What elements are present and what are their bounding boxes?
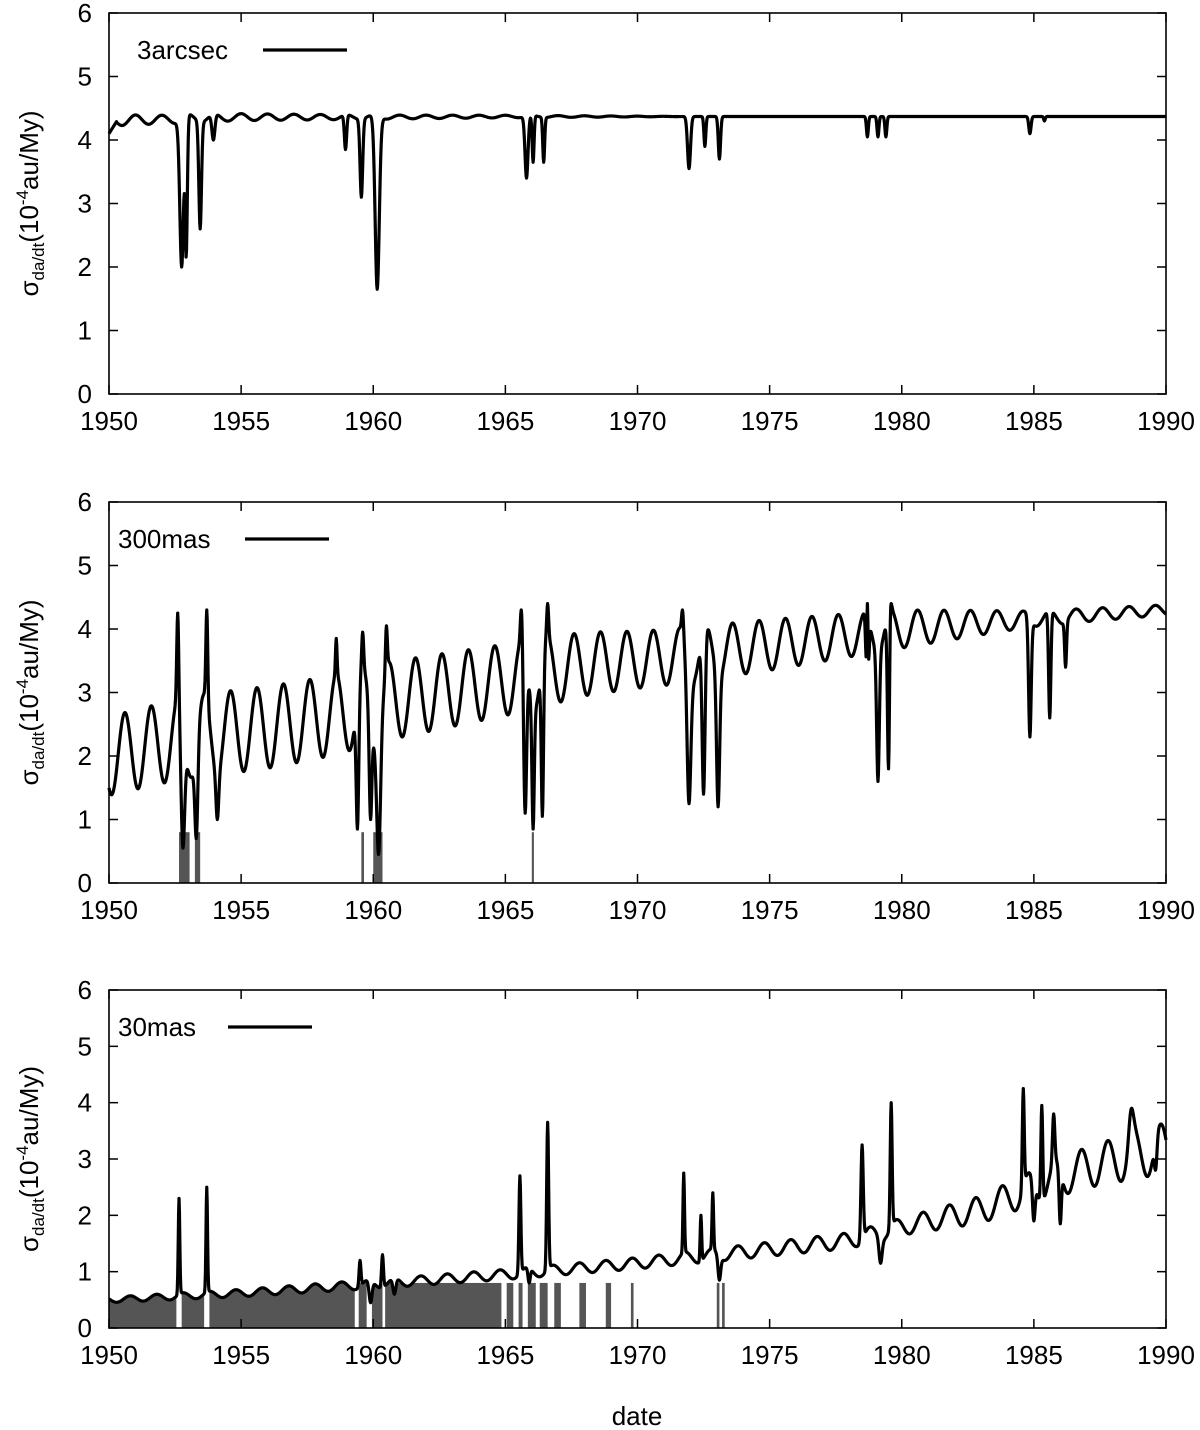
shaded-bar xyxy=(527,1282,536,1328)
y-tick-label: 4 xyxy=(78,1088,92,1118)
y-tick-label: 3 xyxy=(78,678,92,708)
y-axis-label-sup: -4 xyxy=(13,190,32,205)
plot-frame xyxy=(108,12,1167,395)
legend-label: 3arcsec xyxy=(137,35,228,65)
shaded-bar xyxy=(579,1282,586,1328)
x-tick-label: 1950 xyxy=(80,1340,138,1370)
y-axis-label: σda/dt(10-4au/My) xyxy=(13,599,48,785)
shaded-bar xyxy=(539,1282,548,1328)
x-tick-label: 1950 xyxy=(80,406,138,436)
legend-label: 30mas xyxy=(118,1012,196,1042)
x-tick-label: 1980 xyxy=(873,406,931,436)
series-line xyxy=(107,602,1168,857)
shaded-bar xyxy=(361,832,365,883)
x-tick-label: 1970 xyxy=(609,895,667,925)
y-tick-label: 3 xyxy=(78,1144,92,1174)
x-tick-label: 1980 xyxy=(873,1340,931,1370)
y-axis-label-tail: au/My) xyxy=(14,110,44,189)
x-tick-label: 1955 xyxy=(212,406,270,436)
x-tick-label: 1965 xyxy=(476,895,534,925)
shaded-bar xyxy=(385,1282,502,1328)
x-tick-label: 1960 xyxy=(344,895,402,925)
y-axis-label-sup: -4 xyxy=(13,1145,32,1160)
shaded-bar xyxy=(716,1282,720,1328)
y-tick-label: 1 xyxy=(78,1257,92,1287)
y-tick-label: 5 xyxy=(78,62,92,92)
x-tick-label: 1975 xyxy=(741,895,799,925)
y-axis-label-sigma: σ xyxy=(14,280,44,296)
y-tick-label: 1 xyxy=(78,805,92,835)
y-tick-label: 1 xyxy=(78,316,92,346)
x-tick-label: 1965 xyxy=(476,1340,534,1370)
shaded-bar xyxy=(554,1282,561,1328)
panel-30mas: 1950 1955 1960 1965 1970 1975 1980 1985 1990 0 1 2 3… xyxy=(13,975,1195,1370)
panel-3arcsec: 1950 1955 1960 1965 1970 1975 1980 1985 1990 0 1 2 3… xyxy=(13,0,1195,436)
y-tick-label: 5 xyxy=(78,551,92,581)
y-tick-label: 6 xyxy=(78,0,92,28)
shaded-bar xyxy=(605,1282,612,1328)
x-tick-label: 1950 xyxy=(80,895,138,925)
y-axis-label-sigma: σ xyxy=(14,769,44,785)
shaded-bar xyxy=(630,1282,634,1328)
x-tick-label: 1990 xyxy=(1137,406,1195,436)
y-tick-label: 0 xyxy=(78,868,92,898)
y-axis-label-tail: au/My) xyxy=(14,599,44,678)
y-tick-label: 3 xyxy=(78,189,92,219)
y-tick-label: 2 xyxy=(78,1200,92,1230)
shaded-bar xyxy=(194,832,201,883)
y-axis-label: σda/dt(10-4au/My) xyxy=(13,1066,48,1252)
x-tick-label: 1975 xyxy=(741,406,799,436)
shaded-bar xyxy=(358,1282,367,1328)
y-axis-label-sub: da/dt xyxy=(29,242,48,280)
x-tick-label: 1985 xyxy=(1005,1340,1063,1370)
curve-mask xyxy=(109,990,1166,1303)
y-axis-label-unit: (10 xyxy=(14,694,44,732)
shaded-bar xyxy=(518,1282,523,1328)
y-axis-label: σda/dt(10-4au/My) xyxy=(13,110,48,296)
y-axis-label-sub: da/dt xyxy=(29,1198,48,1236)
x-tick-label: 1990 xyxy=(1137,1340,1195,1370)
shaded-bar xyxy=(722,1282,725,1328)
y-tick-label: 0 xyxy=(78,379,92,409)
shaded-bar xyxy=(373,832,383,883)
y-axis-label-sigma: σ xyxy=(14,1236,44,1252)
x-tick-label: 1970 xyxy=(609,406,667,436)
x-tick-label: 1960 xyxy=(344,406,402,436)
x-tick-label: 1955 xyxy=(212,895,270,925)
x-tick-label: 1985 xyxy=(1005,406,1063,436)
y-axis-label-unit: (10 xyxy=(14,205,44,243)
y-tick-label: 4 xyxy=(78,125,92,155)
x-tick-label: 1970 xyxy=(609,1340,667,1370)
x-axis-label: date xyxy=(612,1401,663,1430)
x-tick-label: 1990 xyxy=(1137,895,1195,925)
x-tick-label: 1975 xyxy=(741,1340,799,1370)
y-axis-label-sup: -4 xyxy=(13,679,32,694)
shaded-bar xyxy=(371,1282,383,1328)
y-tick-label: 0 xyxy=(78,1313,92,1343)
shaded-bar xyxy=(179,832,190,883)
y-tick-label: 5 xyxy=(78,1031,92,1061)
y-tick-label: 4 xyxy=(78,614,92,644)
series-line xyxy=(107,1086,1168,1305)
shaded-bar xyxy=(531,832,534,883)
y-tick-label: 2 xyxy=(78,252,92,282)
shaded-bar xyxy=(506,1282,514,1328)
x-tick-label: 1985 xyxy=(1005,895,1063,925)
legend-label: 300mas xyxy=(118,524,211,554)
x-tick-label: 1955 xyxy=(212,1340,270,1370)
panel-300mas: 1950 1955 1960 1965 1970 1975 1980 1985 1990 0 1 2 3… xyxy=(13,487,1195,925)
y-tick-label: 6 xyxy=(78,487,92,517)
y-axis-label-sub: da/dt xyxy=(29,731,48,769)
x-tick-label: 1980 xyxy=(873,895,931,925)
y-axis-label-tail: au/My) xyxy=(14,1066,44,1145)
y-tick-label: 2 xyxy=(78,741,92,771)
y-axis-label-unit: (10 xyxy=(14,1161,44,1199)
x-tick-label: 1965 xyxy=(476,406,534,436)
series-line xyxy=(107,112,1168,291)
y-tick-label: 6 xyxy=(78,975,92,1005)
x-tick-label: 1960 xyxy=(344,1340,402,1370)
